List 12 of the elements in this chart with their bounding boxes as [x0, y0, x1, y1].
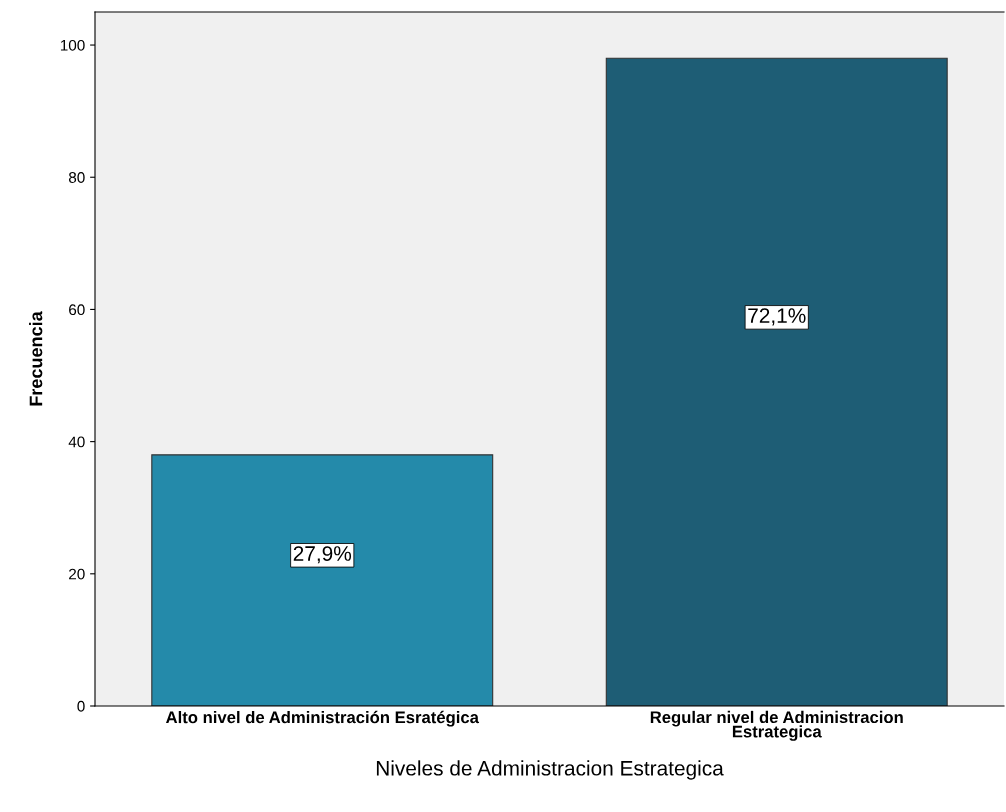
- y-tick-label: 80: [68, 172, 85, 183]
- y-tick-label: 100: [60, 39, 85, 51]
- y-tick-label: 0: [77, 700, 85, 712]
- x-tick-label: Regular nivel de Administracion Estrategica: [650, 710, 903, 741]
- y-tick-label: 40: [68, 436, 85, 448]
- x-axis-title: Niveles de Administracion Estrategica: [376, 760, 724, 780]
- annotation: 72,1%: [748, 308, 806, 326]
- annotation: 27,9%: [293, 546, 352, 564]
- y-tick-label: 60: [69, 304, 85, 316]
- y-axis-title: Frecuencia: [29, 311, 43, 406]
- x-tick-label: Alto nivel de Administración Esratégica: [166, 710, 480, 727]
- y-tick-label: 20: [69, 568, 85, 580]
